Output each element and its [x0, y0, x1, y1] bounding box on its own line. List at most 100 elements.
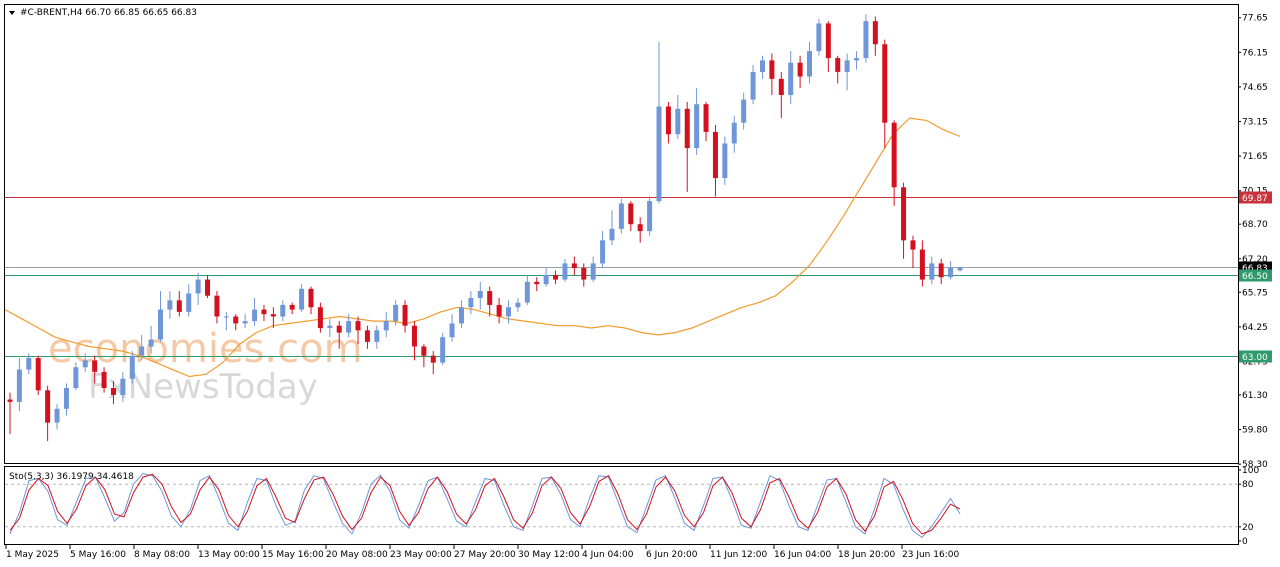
y-tick-label: 58.30: [1242, 460, 1268, 470]
candle-body: [299, 288, 305, 310]
candle-body: [411, 325, 417, 347]
level-label-63.00: 63.00: [1242, 353, 1268, 363]
candle-body: [205, 279, 211, 296]
candle-body: [656, 106, 662, 202]
x-tick-label: 13 May 00:00: [198, 550, 260, 560]
candle-body: [92, 360, 98, 372]
stoch-tick-label: 0: [1242, 537, 1248, 547]
candle-body: [346, 321, 352, 333]
candle-body: [139, 346, 145, 356]
x-tick-label: 30 May 12:00: [518, 550, 580, 560]
candle-body: [703, 104, 709, 132]
candle-body: [186, 293, 192, 312]
price-panel-frame: [4, 4, 1239, 464]
y-tick-label: 74.65: [1242, 83, 1268, 93]
stoch-y-axis: 100 80 20 0: [1238, 466, 1259, 547]
candle-body: [440, 337, 446, 363]
x-tick-label: 20 May 08:00: [326, 550, 388, 560]
candle-body: [665, 106, 671, 135]
x-tick-label: 8 May 08:00: [134, 550, 190, 560]
candle-body: [882, 44, 888, 123]
candle-body: [524, 281, 530, 303]
x-tick-label: 16 Jun 04:00: [774, 550, 831, 560]
candle-body: [421, 346, 427, 356]
candle-body: [468, 298, 474, 308]
candle-body: [637, 224, 643, 232]
x-tick-label: 27 May 20:00: [454, 550, 516, 560]
candle-body: [54, 408, 60, 423]
candle-body: [835, 58, 841, 72]
candle-body: [515, 302, 521, 308]
candle-body: [863, 21, 869, 59]
candle-body: [769, 60, 775, 79]
candle-body: [647, 201, 653, 232]
y-tick-label: 59.80: [1242, 426, 1268, 436]
candle-body: [289, 304, 295, 310]
candle-body: [477, 291, 483, 299]
y-tick-label: 76.15: [1242, 48, 1268, 58]
candle-body: [157, 309, 163, 340]
x-tick-label: 4 Jun 04:00: [582, 550, 634, 560]
candle-body: [120, 378, 126, 395]
level-label-bg-69.87: [1239, 191, 1272, 204]
candle-body: [374, 330, 380, 342]
levels-layer: [5, 197, 1238, 357]
candle-body: [872, 21, 878, 45]
price-y-axis: 77.6576.1574.6573.1571.6570.1568.7067.20…: [1238, 14, 1268, 470]
watermark-line1: economies.com: [48, 326, 363, 372]
level-label-66.50: 66.50: [1242, 272, 1268, 282]
x-tick-label: 23 May 00:00: [390, 550, 452, 560]
candle-body: [252, 309, 258, 322]
candle-body: [506, 307, 512, 317]
candle-body: [741, 99, 747, 123]
candle-body: [562, 263, 568, 280]
candle-body: [938, 263, 944, 278]
candle-body: [910, 240, 916, 250]
candle-body: [609, 228, 615, 241]
watermark-line2: FxNewsToday: [88, 367, 318, 407]
time-x-axis: 1 May 2025 5 May 16:00 8 May 08:00 13 May 0…: [5, 545, 959, 560]
candle-body: [110, 388, 116, 395]
candle-body: [487, 291, 493, 305]
y-tick-label: 67.20: [1242, 255, 1268, 265]
candle-body: [590, 263, 596, 280]
candle-body: [449, 323, 455, 338]
candle-body: [816, 23, 822, 52]
stoch-tick-label: 80: [1242, 480, 1254, 490]
x-tick-label: 5 May 16:00: [70, 550, 126, 560]
candle-body: [355, 321, 361, 331]
x-tick-label: 6 Jun 20:00: [646, 550, 698, 560]
y-tick-label: 65.75: [1242, 288, 1268, 298]
candle-body: [63, 388, 69, 409]
stoch-tick-label: 20: [1242, 523, 1254, 533]
candle-body: [430, 355, 436, 363]
candle-body: [458, 307, 464, 324]
y-tick-label: 61.30: [1242, 391, 1268, 401]
candle-body: [35, 358, 41, 391]
candle-body: [45, 390, 51, 423]
candle-body: [16, 369, 22, 402]
candle-body: [26, 358, 32, 370]
candle-body: [722, 143, 728, 179]
candle-body: [534, 281, 540, 285]
symbol-label: #C-BRENT,H4 66.70 66.85 66.65 66.83: [20, 8, 197, 18]
stoch-levels-layer: [5, 483, 1238, 528]
candle-body: [176, 300, 182, 312]
candle-body: [891, 122, 897, 188]
candle-body: [270, 314, 276, 317]
candle-body: [825, 23, 831, 59]
stoch-panel-frame: [4, 466, 1239, 545]
candle-body: [618, 203, 624, 229]
collapse-triangle-icon[interactable]: [9, 11, 15, 15]
candle-body: [553, 274, 559, 280]
candle-body: [383, 321, 389, 331]
x-tick-label: 23 Jun 16:00: [902, 550, 959, 560]
stoch-lines-layer: [9, 473, 961, 539]
candles-layer: [7, 14, 963, 442]
candle-body: [948, 268, 954, 278]
level-label-69.87: 69.87: [1242, 194, 1268, 204]
y-tick-label: 71.65: [1242, 152, 1268, 162]
level-label-66.83: 66.83: [1242, 264, 1268, 274]
